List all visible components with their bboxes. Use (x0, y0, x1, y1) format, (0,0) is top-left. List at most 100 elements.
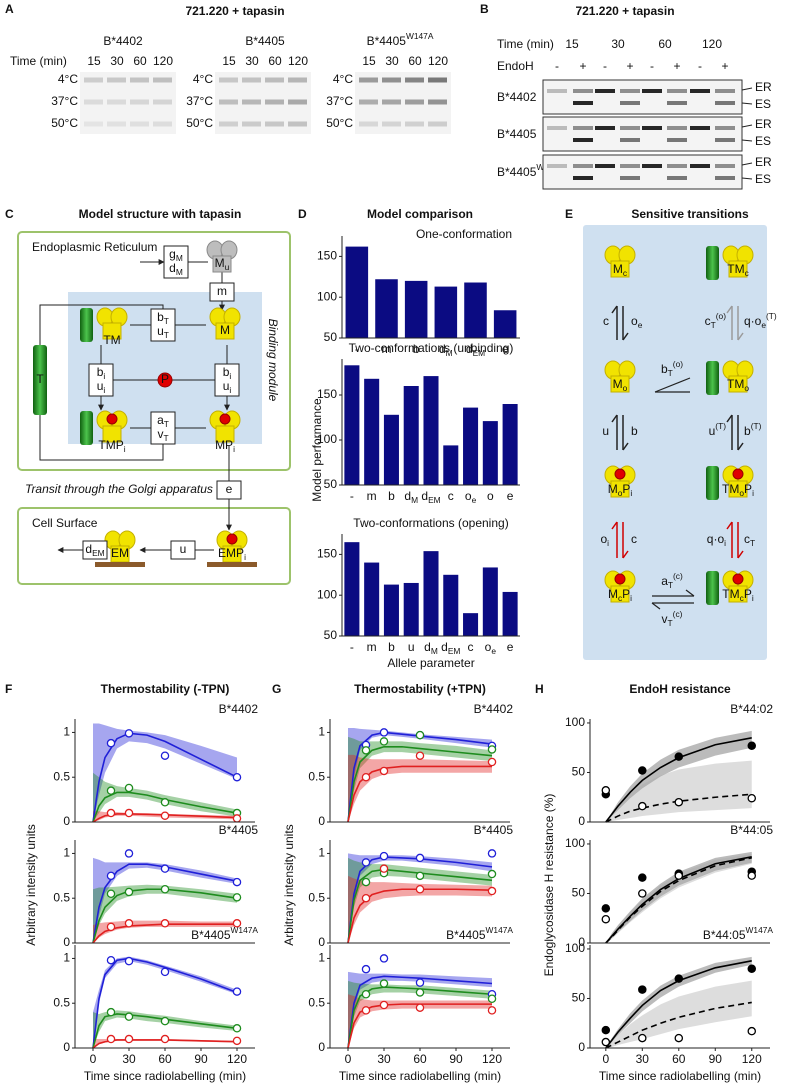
panel-title: Thermostability (+TPN) (354, 682, 486, 696)
band-pointer (741, 87, 753, 91)
peptide (732, 468, 744, 480)
molecule (96, 307, 128, 340)
data-point (124, 1034, 134, 1044)
data-point (106, 871, 116, 881)
data-point (361, 893, 371, 903)
rate-label: u(T) (709, 421, 727, 438)
bar (364, 562, 380, 636)
text-part: b (97, 365, 104, 379)
compartment-box (17, 507, 291, 585)
node-label: T (36, 372, 44, 386)
data-point (601, 786, 611, 795)
text-part: v (157, 427, 163, 441)
node-label: EM (111, 546, 129, 560)
text-part: q·o (744, 314, 762, 328)
text-part: m (217, 284, 227, 298)
text-part: a (157, 413, 164, 427)
peptide (614, 468, 626, 480)
rate-label: oi (600, 532, 609, 548)
data-point (415, 885, 425, 894)
temperature-label: 37°C (326, 94, 353, 108)
molecule-body (610, 585, 630, 603)
model-line (605, 960, 752, 1049)
data-point (232, 772, 242, 782)
panel-label: B (480, 2, 489, 16)
text-part: g (169, 247, 176, 261)
tapasin (80, 308, 93, 342)
gel-band (573, 138, 593, 142)
half-arrow (737, 332, 744, 341)
bar (443, 574, 459, 636)
text-part: P (744, 587, 752, 601)
panel-label: F (5, 682, 12, 696)
time-label: 60 (133, 54, 147, 68)
y-tick-label: 0 (578, 935, 585, 949)
axis-title: Allele parameter (387, 656, 474, 670)
text-part: d (404, 489, 411, 503)
y-tick-label: 50 (324, 330, 338, 344)
x-tick-label: 90 (194, 1052, 208, 1066)
data-point (160, 919, 170, 928)
data-point (487, 745, 497, 754)
half-arrow (737, 442, 744, 451)
gel-band (288, 99, 307, 105)
text-part: d (85, 542, 92, 556)
text-part: EM (92, 548, 105, 558)
data-point (160, 798, 170, 807)
axis-label: Time (min) (10, 54, 67, 68)
rate-label: u (602, 424, 609, 438)
gel-band (620, 101, 640, 105)
chart-subtitle: B*44:05W147A (703, 925, 774, 942)
text-part: TM (727, 262, 744, 276)
tapasin (706, 361, 719, 395)
rate-label: oe (631, 314, 643, 330)
text-part: M (608, 587, 618, 601)
confidence-band (605, 980, 752, 1048)
text-part: o (600, 532, 607, 546)
text-part: (T) (715, 421, 726, 431)
text-part: T (164, 419, 169, 429)
text-part: T (164, 316, 169, 326)
allele-label: B*4405 (245, 34, 285, 48)
data-point (232, 893, 242, 902)
y-tick-label: 50 (324, 477, 338, 491)
axis-label: Time (min) (497, 37, 554, 51)
text-part: M (613, 262, 623, 276)
axis-title: Endoglycosidase H resistance (%) (542, 794, 556, 977)
gel-band (715, 176, 735, 180)
text-part: c (705, 314, 711, 328)
y-tick-label: 100 (565, 941, 585, 955)
data-point (674, 871, 684, 880)
molecule (206, 240, 238, 273)
text-part: P (161, 372, 169, 386)
rate-box (170, 540, 196, 560)
y-tick-label: 150 (317, 547, 337, 561)
x-tick-label: 0 (602, 1052, 609, 1066)
molecule (722, 570, 754, 603)
data-point (379, 1000, 389, 1010)
axis-title: Time since radiolabelling (min) (599, 1069, 761, 1083)
data-point (232, 1036, 242, 1046)
gel-band (359, 77, 378, 83)
molecule-body (102, 425, 122, 443)
y-tick-label: 1 (63, 846, 70, 860)
peptide (614, 573, 626, 585)
data-point (601, 904, 611, 913)
panel-title: 721.220 + tapasin (185, 4, 284, 18)
y-tick-label: 0.5 (53, 769, 70, 783)
rate-box (150, 308, 176, 342)
y-tick-label: 1 (63, 951, 70, 965)
temperature-label: 50°C (326, 116, 353, 130)
y-tick-label: 0 (318, 935, 325, 949)
gel-band (595, 164, 615, 168)
panel-label: E (565, 207, 573, 221)
data-point (601, 1025, 611, 1035)
rate-label: cT(o) (705, 311, 727, 330)
data-point (106, 922, 116, 932)
text-part: c (740, 593, 744, 603)
molecule (96, 410, 128, 443)
data-point (106, 786, 116, 795)
gel-band (219, 99, 238, 105)
data-point (601, 1037, 611, 1047)
confidence-band (348, 727, 492, 822)
